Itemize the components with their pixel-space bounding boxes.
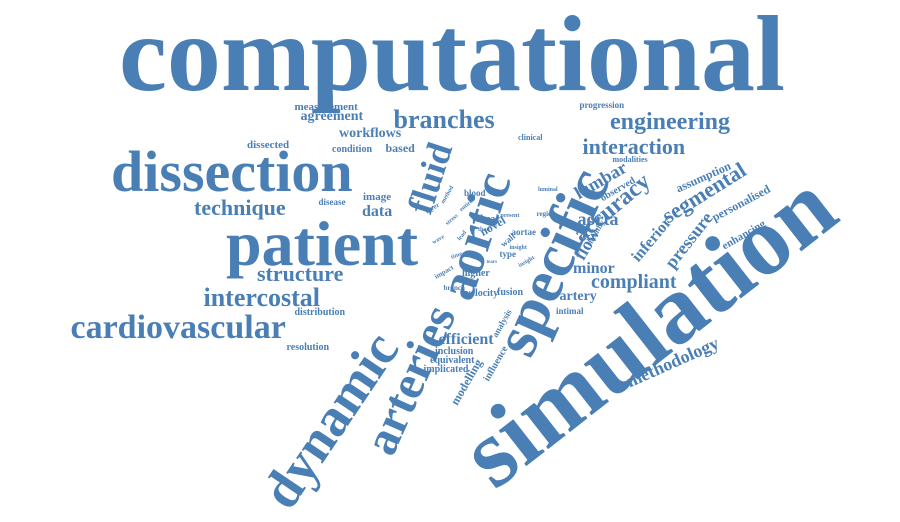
word-inclusion: inclusion xyxy=(435,346,474,357)
word-branch: branch xyxy=(443,283,465,292)
word-workflows: workflows xyxy=(339,126,402,141)
word-shear: shear xyxy=(476,214,500,225)
word-insight: insight xyxy=(509,245,527,251)
word-image: image xyxy=(363,190,392,203)
word-branches: branches xyxy=(393,105,495,134)
word-implicated: implicated xyxy=(423,364,469,375)
word-progression: progression xyxy=(579,99,625,110)
word-based: based xyxy=(385,141,415,155)
word-patient: patient xyxy=(226,208,418,279)
word-modalities: modalities xyxy=(612,155,648,164)
word-computational: computational xyxy=(119,0,786,114)
word-tears: tears xyxy=(486,259,498,265)
word-present: present xyxy=(500,213,520,219)
word-intimal: intimal xyxy=(556,305,584,316)
word-velocity: velocity xyxy=(465,288,499,299)
word-region: region xyxy=(536,209,556,218)
word-aorta: aorta xyxy=(577,209,619,229)
word-clinical: clinical xyxy=(518,133,543,142)
word-cardiovascular: cardiovascular xyxy=(70,309,286,346)
word-luminal: luminal xyxy=(538,187,558,193)
word-interaction: interaction xyxy=(582,134,686,159)
word-higher: higher xyxy=(462,268,490,279)
word-type: type xyxy=(499,248,517,259)
word-fusion: fusion xyxy=(497,287,524,298)
word-resolution: resolution xyxy=(286,342,330,353)
word-dissected: dissected xyxy=(247,138,290,151)
word-compliant: compliant xyxy=(591,271,677,293)
word-disease: disease xyxy=(318,196,346,207)
word-efficient: efficient xyxy=(438,331,494,348)
word-structure: structure xyxy=(257,261,344,286)
word-aortae: aortae xyxy=(511,226,537,237)
word-distribution: distribution xyxy=(294,307,346,318)
word-technique: technique xyxy=(194,195,286,220)
word-measurement: measurement xyxy=(294,100,358,113)
word-data: data xyxy=(362,203,393,220)
word-artery: artery xyxy=(559,289,597,304)
word-minor: minor xyxy=(573,260,615,277)
word-engineering: engineering xyxy=(610,109,730,135)
word-thad: thad xyxy=(478,227,490,233)
word-dissection: dissection xyxy=(111,139,353,204)
word-condition: condition xyxy=(332,144,373,155)
word-blood: blood xyxy=(464,187,486,198)
word-equivalent: equivalent xyxy=(430,355,475,366)
word-intercostal: intercostal xyxy=(203,283,321,312)
word-agreement: agreement xyxy=(300,109,364,124)
